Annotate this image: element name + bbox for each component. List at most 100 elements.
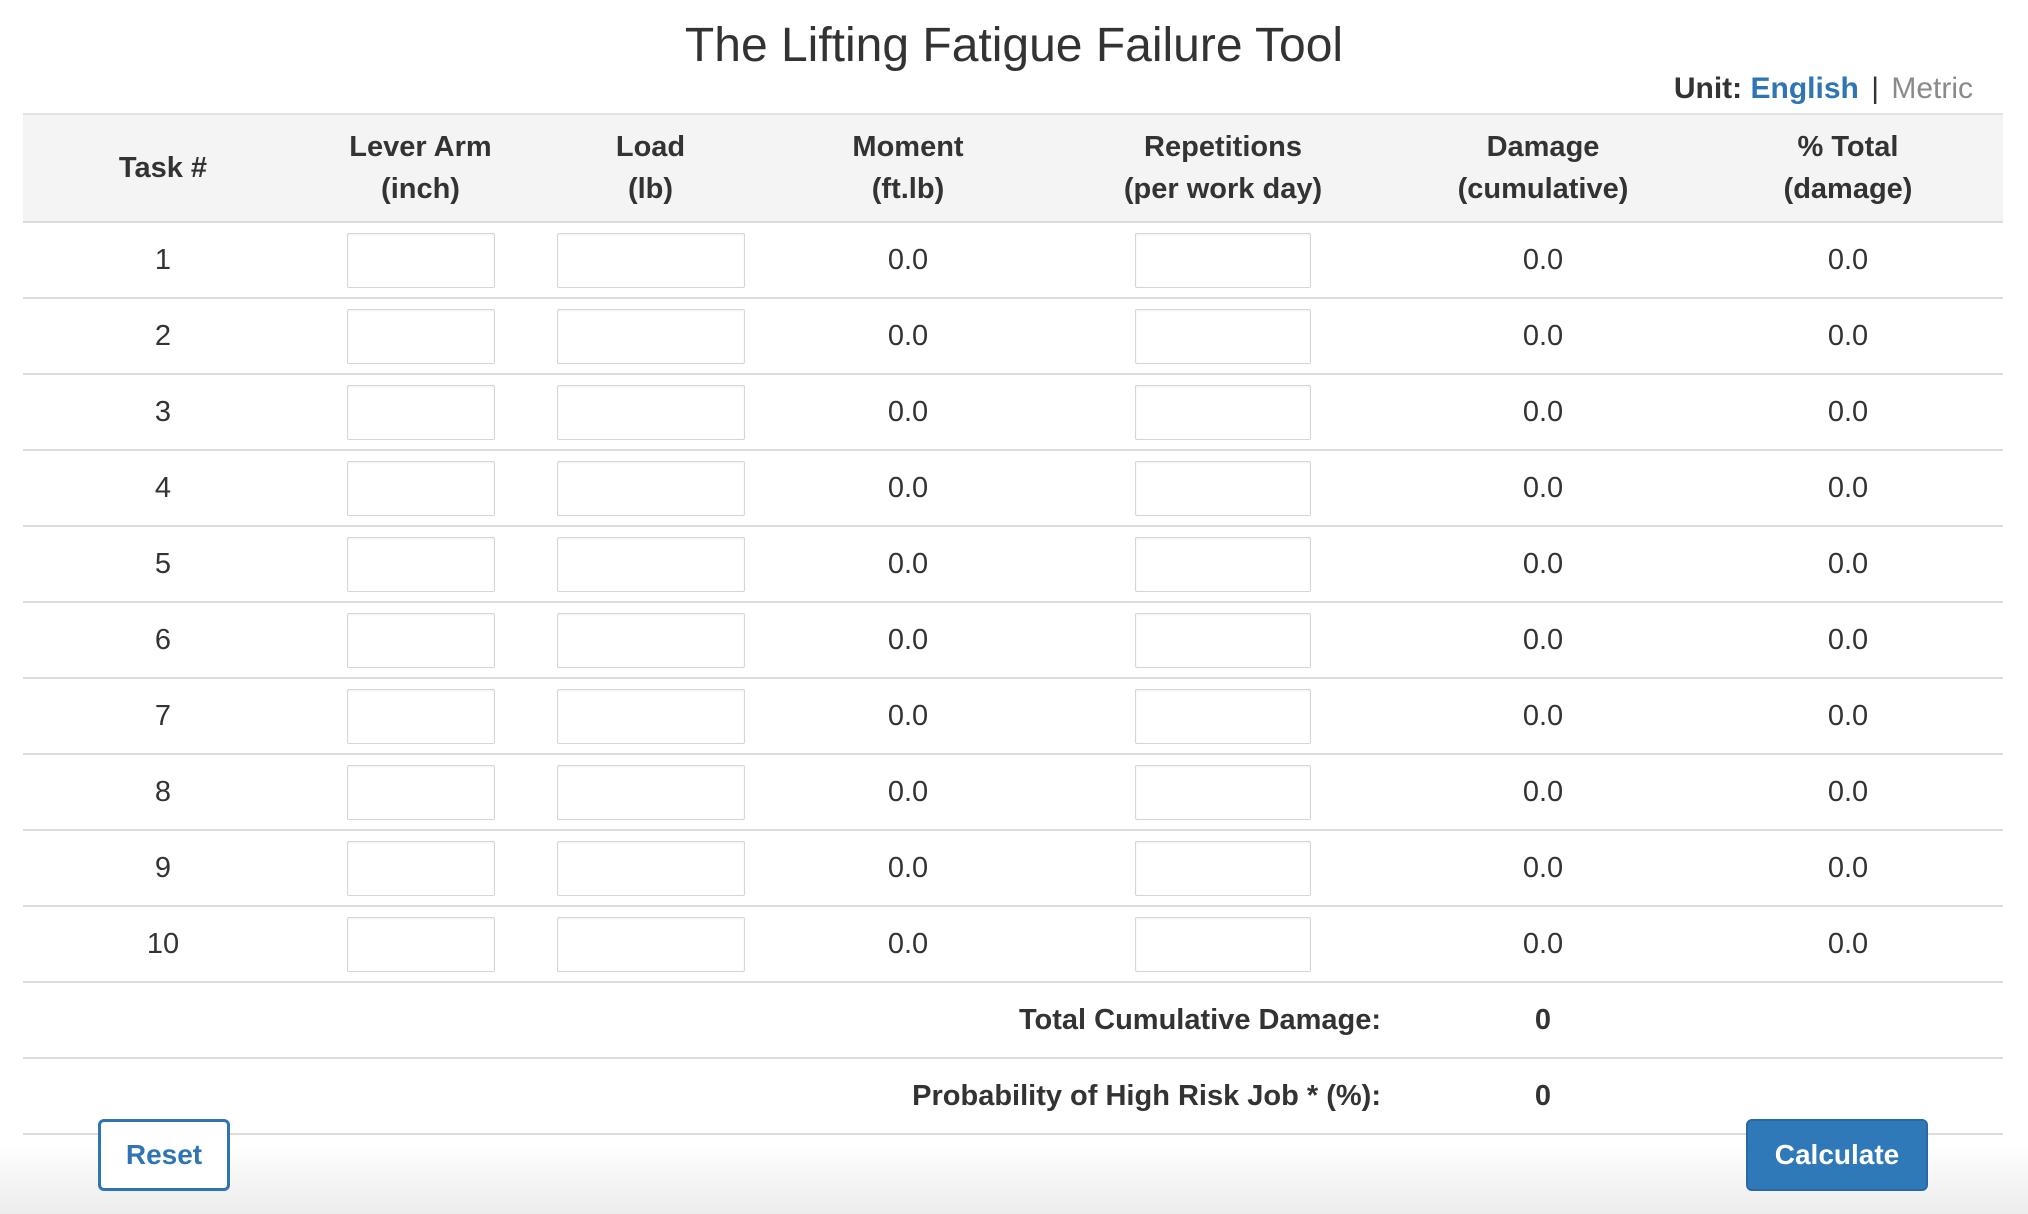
repetitions-input[interactable]: [1135, 232, 1311, 288]
task-number: 6: [23, 602, 303, 679]
repetitions-input[interactable]: [1135, 612, 1311, 668]
damage-value: 0.0: [1393, 450, 1693, 527]
repetitions-input[interactable]: [1135, 308, 1311, 364]
lever-arm-input[interactable]: [346, 460, 495, 516]
bottom-gradient: [0, 1144, 2028, 1214]
column-header-moment: Moment (ft.lb): [763, 113, 1053, 223]
unit-switch: Unit: English | Metric: [1674, 72, 1973, 106]
damage-value: 0.0: [1393, 374, 1693, 451]
task-number: 10: [23, 906, 303, 983]
table-row: 10 0.0 0.0 0.0: [23, 906, 2003, 983]
probability-value: 0: [1393, 1058, 1693, 1135]
load-input[interactable]: [556, 460, 745, 516]
table-row: 5 0.0 0.0 0.0: [23, 526, 2003, 603]
repetitions-input[interactable]: [1135, 764, 1311, 820]
task-number: 5: [23, 526, 303, 603]
moment-value: 0.0: [763, 906, 1053, 983]
moment-value: 0.0: [763, 298, 1053, 375]
table-row: 1 0.0 0.0 0.0: [23, 222, 2003, 299]
damage-value: 0.0: [1393, 678, 1693, 755]
load-input[interactable]: [556, 384, 745, 440]
lever-arm-input[interactable]: [346, 612, 495, 668]
pct-total-value: 0.0: [1693, 450, 2003, 527]
lever-arm-input[interactable]: [346, 688, 495, 744]
moment-value: 0.0: [763, 450, 1053, 527]
unit-english-link[interactable]: English: [1750, 72, 1859, 105]
moment-value: 0.0: [763, 222, 1053, 299]
pct-total-value: 0.0: [1693, 754, 2003, 831]
damage-value: 0.0: [1393, 602, 1693, 679]
pct-total-value: 0.0: [1693, 830, 2003, 907]
load-input[interactable]: [556, 232, 745, 288]
column-header-load: Load (lb): [538, 113, 763, 223]
column-header-repetitions: Repetitions (per work day): [1053, 113, 1393, 223]
moment-value: 0.0: [763, 754, 1053, 831]
load-input[interactable]: [556, 308, 745, 364]
task-number: 9: [23, 830, 303, 907]
column-header-task: Task #: [23, 113, 303, 223]
lever-arm-input[interactable]: [346, 536, 495, 592]
lever-arm-input[interactable]: [346, 308, 495, 364]
load-input[interactable]: [556, 688, 745, 744]
repetitions-input[interactable]: [1135, 460, 1311, 516]
total-damage-row: Total Cumulative Damage: 0: [23, 982, 2003, 1059]
task-number: 8: [23, 754, 303, 831]
task-number: 4: [23, 450, 303, 527]
column-header-pct-total: % Total (damage): [1693, 113, 2003, 223]
load-input[interactable]: [556, 916, 745, 972]
damage-value: 0.0: [1393, 906, 1693, 983]
table-row: 7 0.0 0.0 0.0: [23, 678, 2003, 755]
total-damage-value: 0: [1393, 982, 1693, 1059]
repetitions-input[interactable]: [1135, 536, 1311, 592]
load-input[interactable]: [556, 840, 745, 896]
moment-value: 0.0: [763, 526, 1053, 603]
lever-arm-input[interactable]: [346, 232, 495, 288]
unit-separator: |: [1871, 72, 1879, 105]
load-input[interactable]: [556, 536, 745, 592]
load-input[interactable]: [556, 764, 745, 820]
damage-value: 0.0: [1393, 222, 1693, 299]
table-row: 3 0.0 0.0 0.0: [23, 374, 2003, 451]
repetitions-input[interactable]: [1135, 840, 1311, 896]
lever-arm-input[interactable]: [346, 764, 495, 820]
unit-metric-link[interactable]: Metric: [1891, 72, 1973, 105]
total-damage-label: Total Cumulative Damage:: [23, 982, 1393, 1059]
pct-total-value: 0.0: [1693, 298, 2003, 375]
task-table: Task # Lever Arm (inch) Load (lb) Moment (f…: [23, 113, 2003, 1135]
pct-total-value: 0.0: [1693, 602, 2003, 679]
repetitions-input[interactable]: [1135, 688, 1311, 744]
probability-label: Probability of High Risk Job * (%):: [23, 1058, 1393, 1135]
task-number: 3: [23, 374, 303, 451]
pct-total-value: 0.0: [1693, 526, 2003, 603]
repetitions-input[interactable]: [1135, 384, 1311, 440]
lever-arm-input[interactable]: [346, 916, 495, 972]
table-row: 4 0.0 0.0 0.0: [23, 450, 2003, 527]
damage-value: 0.0: [1393, 526, 1693, 603]
calculate-button[interactable]: Calculate: [1746, 1119, 1928, 1191]
lever-arm-input[interactable]: [346, 384, 495, 440]
page-title: The Lifting Fatigue Failure Tool: [684, 19, 1344, 72]
table-header-row: Task # Lever Arm (inch) Load (lb) Moment (f…: [23, 113, 2003, 223]
repetitions-input[interactable]: [1135, 916, 1311, 972]
moment-value: 0.0: [763, 374, 1053, 451]
moment-value: 0.0: [763, 678, 1053, 755]
unit-label: Unit:: [1673, 72, 1743, 105]
moment-value: 0.0: [763, 830, 1053, 907]
column-header-damage: Damage (cumulative): [1393, 113, 1693, 223]
task-number: 1: [23, 222, 303, 299]
table-row: 8 0.0 0.0 0.0: [23, 754, 2003, 831]
column-header-lever-arm: Lever Arm (inch): [303, 113, 538, 223]
task-number: 7: [23, 678, 303, 755]
probability-row: Probability of High Risk Job * (%): 0: [23, 1058, 2003, 1135]
reset-button[interactable]: Reset: [98, 1119, 230, 1191]
load-input[interactable]: [556, 612, 745, 668]
damage-value: 0.0: [1393, 830, 1693, 907]
table-row: 9 0.0 0.0 0.0: [23, 830, 2003, 907]
pct-total-value: 0.0: [1693, 222, 2003, 299]
pct-total-value: 0.0: [1693, 678, 2003, 755]
task-number: 2: [23, 298, 303, 375]
lever-arm-input[interactable]: [346, 840, 495, 896]
damage-value: 0.0: [1393, 298, 1693, 375]
damage-value: 0.0: [1393, 754, 1693, 831]
table-row: 2 0.0 0.0 0.0: [23, 298, 2003, 375]
